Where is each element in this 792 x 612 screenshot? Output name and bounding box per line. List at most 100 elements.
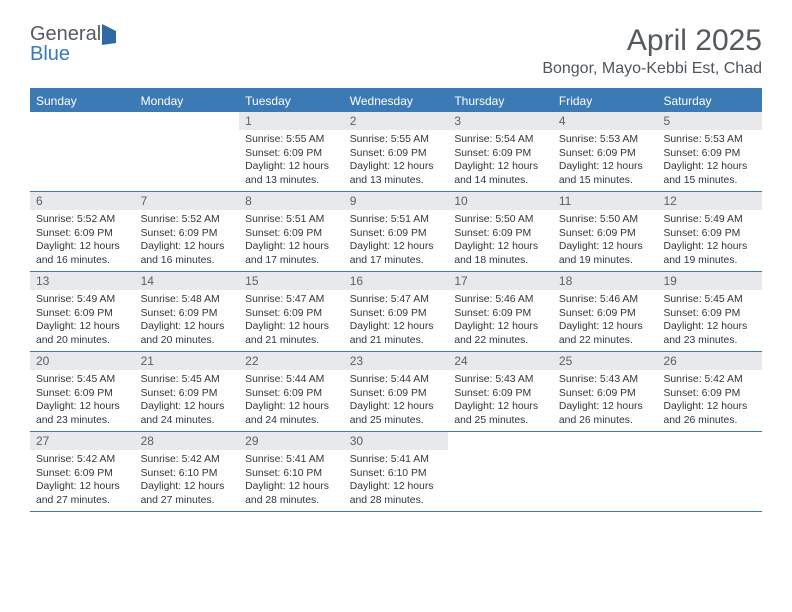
sunset-text: Sunset: 6:09 PM [245, 227, 338, 241]
day-body: Sunrise: 5:51 AMSunset: 6:09 PMDaylight:… [344, 210, 449, 271]
day-number: 8 [239, 192, 344, 210]
day-number: 21 [135, 352, 240, 370]
sunset-text: Sunset: 6:09 PM [559, 227, 652, 241]
sunrise-text: Sunrise: 5:47 AM [350, 293, 443, 307]
sunrise-text: Sunrise: 5:49 AM [663, 213, 756, 227]
sunrise-text: Sunrise: 5:50 AM [454, 213, 547, 227]
sunset-text: Sunset: 6:09 PM [350, 147, 443, 161]
dow-saturday: Saturday [657, 90, 762, 112]
sunset-text: Sunset: 6:09 PM [350, 307, 443, 321]
sunset-text: Sunset: 6:09 PM [454, 227, 547, 241]
sunrise-text: Sunrise: 5:48 AM [141, 293, 234, 307]
sunrise-text: Sunrise: 5:49 AM [36, 293, 129, 307]
day-cell: . [448, 432, 553, 511]
day-cell: 16Sunrise: 5:47 AMSunset: 6:09 PMDayligh… [344, 272, 449, 351]
day-body: Sunrise: 5:46 AMSunset: 6:09 PMDaylight:… [448, 290, 553, 351]
sunset-text: Sunset: 6:09 PM [663, 147, 756, 161]
sunrise-text: Sunrise: 5:55 AM [245, 133, 338, 147]
day-number: 10 [448, 192, 553, 210]
sunset-text: Sunset: 6:09 PM [454, 387, 547, 401]
day-body: Sunrise: 5:55 AMSunset: 6:09 PMDaylight:… [344, 130, 449, 191]
day-body: Sunrise: 5:47 AMSunset: 6:09 PMDaylight:… [344, 290, 449, 351]
day-number: 26 [657, 352, 762, 370]
day-body: Sunrise: 5:42 AMSunset: 6:09 PMDaylight:… [30, 450, 135, 511]
day-cell: 21Sunrise: 5:45 AMSunset: 6:09 PMDayligh… [135, 352, 240, 431]
day-cell: 26Sunrise: 5:42 AMSunset: 6:09 PMDayligh… [657, 352, 762, 431]
daylight-text: Daylight: 12 hours and 27 minutes. [36, 480, 129, 507]
daylight-text: Daylight: 12 hours and 16 minutes. [141, 240, 234, 267]
day-number: 15 [239, 272, 344, 290]
day-cell: . [135, 112, 240, 191]
day-number: 22 [239, 352, 344, 370]
day-body: Sunrise: 5:50 AMSunset: 6:09 PMDaylight:… [553, 210, 658, 271]
day-body: Sunrise: 5:55 AMSunset: 6:09 PMDaylight:… [239, 130, 344, 191]
day-cell: 28Sunrise: 5:42 AMSunset: 6:10 PMDayligh… [135, 432, 240, 511]
sunrise-text: Sunrise: 5:54 AM [454, 133, 547, 147]
sunrise-text: Sunrise: 5:45 AM [141, 373, 234, 387]
daylight-text: Daylight: 12 hours and 25 minutes. [454, 400, 547, 427]
day-cell: 15Sunrise: 5:47 AMSunset: 6:09 PMDayligh… [239, 272, 344, 351]
daylight-text: Daylight: 12 hours and 15 minutes. [663, 160, 756, 187]
week-row: 20Sunrise: 5:45 AMSunset: 6:09 PMDayligh… [30, 352, 762, 432]
sunrise-text: Sunrise: 5:45 AM [36, 373, 129, 387]
day-cell: 19Sunrise: 5:45 AMSunset: 6:09 PMDayligh… [657, 272, 762, 351]
sunset-text: Sunset: 6:09 PM [663, 387, 756, 401]
day-body: Sunrise: 5:45 AMSunset: 6:09 PMDaylight:… [657, 290, 762, 351]
day-number: 14 [135, 272, 240, 290]
day-cell: 6Sunrise: 5:52 AMSunset: 6:09 PMDaylight… [30, 192, 135, 271]
day-body: Sunrise: 5:54 AMSunset: 6:09 PMDaylight:… [448, 130, 553, 191]
sunrise-text: Sunrise: 5:44 AM [245, 373, 338, 387]
day-cell: 1Sunrise: 5:55 AMSunset: 6:09 PMDaylight… [239, 112, 344, 191]
day-body: Sunrise: 5:47 AMSunset: 6:09 PMDaylight:… [239, 290, 344, 351]
day-cell: 30Sunrise: 5:41 AMSunset: 6:10 PMDayligh… [344, 432, 449, 511]
daylight-text: Daylight: 12 hours and 20 minutes. [141, 320, 234, 347]
day-cell: 17Sunrise: 5:46 AMSunset: 6:09 PMDayligh… [448, 272, 553, 351]
daylight-text: Daylight: 12 hours and 22 minutes. [454, 320, 547, 347]
day-body: Sunrise: 5:43 AMSunset: 6:09 PMDaylight:… [553, 370, 658, 431]
brand-logo: General Blue [30, 24, 116, 64]
dow-sunday: Sunday [30, 90, 135, 112]
day-number: 2 [344, 112, 449, 130]
sunset-text: Sunset: 6:10 PM [141, 467, 234, 481]
dow-row: Sunday Monday Tuesday Wednesday Thursday… [30, 90, 762, 112]
sunset-text: Sunset: 6:09 PM [350, 387, 443, 401]
day-number: 19 [657, 272, 762, 290]
daylight-text: Daylight: 12 hours and 28 minutes. [350, 480, 443, 507]
brand-part2: Blue [30, 43, 70, 65]
daylight-text: Daylight: 12 hours and 28 minutes. [245, 480, 338, 507]
sunrise-text: Sunrise: 5:46 AM [454, 293, 547, 307]
dow-wednesday: Wednesday [344, 90, 449, 112]
header: General Blue April 2025 Bongor, Mayo-Keb… [30, 24, 762, 78]
day-cell: 4Sunrise: 5:53 AMSunset: 6:09 PMDaylight… [553, 112, 658, 191]
sunset-text: Sunset: 6:09 PM [141, 387, 234, 401]
day-number: 25 [553, 352, 658, 370]
sunset-text: Sunset: 6:09 PM [245, 147, 338, 161]
week-row: 13Sunrise: 5:49 AMSunset: 6:09 PMDayligh… [30, 272, 762, 352]
sunset-text: Sunset: 6:10 PM [350, 467, 443, 481]
week-row: 6Sunrise: 5:52 AMSunset: 6:09 PMDaylight… [30, 192, 762, 272]
dow-tuesday: Tuesday [239, 90, 344, 112]
day-cell: 8Sunrise: 5:51 AMSunset: 6:09 PMDaylight… [239, 192, 344, 271]
day-cell: 10Sunrise: 5:50 AMSunset: 6:09 PMDayligh… [448, 192, 553, 271]
daylight-text: Daylight: 12 hours and 13 minutes. [245, 160, 338, 187]
day-number: 28 [135, 432, 240, 450]
daylight-text: Daylight: 12 hours and 19 minutes. [663, 240, 756, 267]
day-body: Sunrise: 5:49 AMSunset: 6:09 PMDaylight:… [657, 210, 762, 271]
sunset-text: Sunset: 6:09 PM [141, 307, 234, 321]
day-cell: 9Sunrise: 5:51 AMSunset: 6:09 PMDaylight… [344, 192, 449, 271]
day-number: 16 [344, 272, 449, 290]
day-cell: 22Sunrise: 5:44 AMSunset: 6:09 PMDayligh… [239, 352, 344, 431]
day-body: Sunrise: 5:48 AMSunset: 6:09 PMDaylight:… [135, 290, 240, 351]
daylight-text: Daylight: 12 hours and 26 minutes. [663, 400, 756, 427]
day-body: Sunrise: 5:53 AMSunset: 6:09 PMDaylight:… [657, 130, 762, 191]
weeks-container: ..1Sunrise: 5:55 AMSunset: 6:09 PMDaylig… [30, 112, 762, 512]
day-cell: 11Sunrise: 5:50 AMSunset: 6:09 PMDayligh… [553, 192, 658, 271]
day-number: 18 [553, 272, 658, 290]
daylight-text: Daylight: 12 hours and 22 minutes. [559, 320, 652, 347]
sunset-text: Sunset: 6:09 PM [245, 307, 338, 321]
daylight-text: Daylight: 12 hours and 13 minutes. [350, 160, 443, 187]
day-number: 7 [135, 192, 240, 210]
sunrise-text: Sunrise: 5:41 AM [350, 453, 443, 467]
sunrise-text: Sunrise: 5:42 AM [36, 453, 129, 467]
day-body: Sunrise: 5:42 AMSunset: 6:09 PMDaylight:… [657, 370, 762, 431]
